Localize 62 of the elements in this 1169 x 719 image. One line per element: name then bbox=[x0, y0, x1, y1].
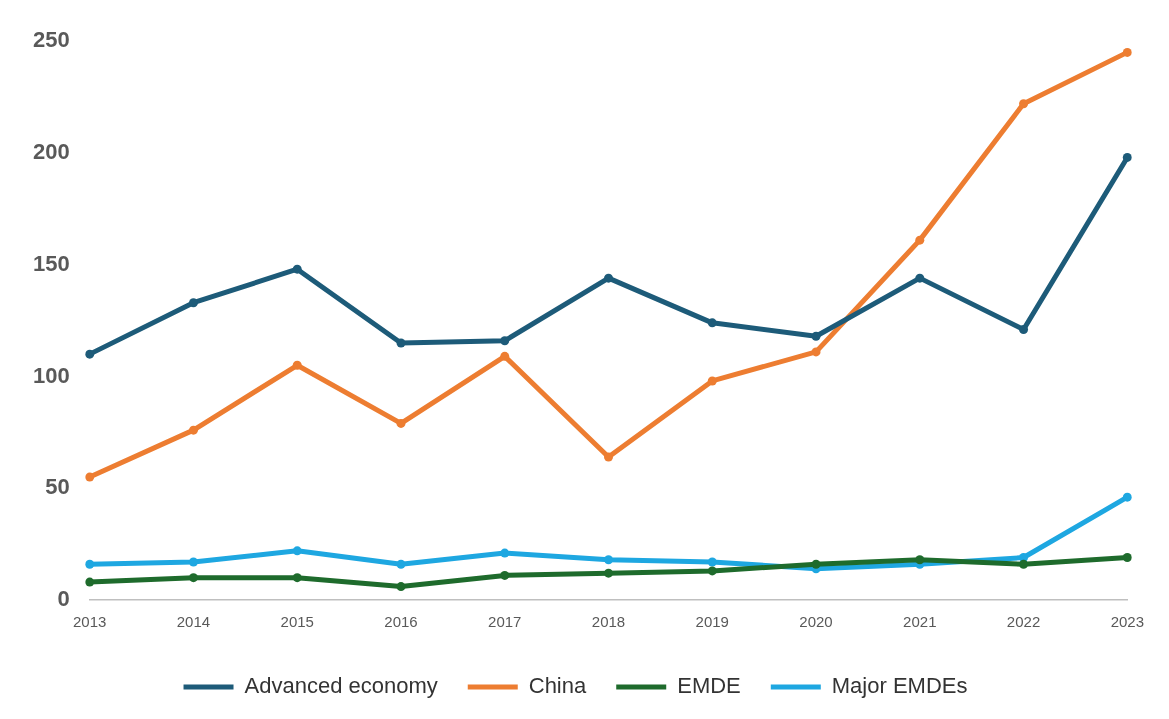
point bbox=[604, 273, 614, 283]
point bbox=[811, 559, 821, 569]
point bbox=[188, 573, 198, 583]
legend-label: China bbox=[528, 673, 587, 699]
point bbox=[188, 557, 198, 567]
point bbox=[604, 568, 614, 578]
x-tick-label: 2016 bbox=[384, 613, 418, 631]
point bbox=[707, 318, 717, 328]
point bbox=[707, 376, 717, 386]
y-tick-label: 200 bbox=[32, 139, 70, 165]
x-tick-label: 2013 bbox=[73, 613, 107, 631]
legend-label: Major EMDEs bbox=[831, 673, 968, 699]
point bbox=[1019, 559, 1029, 569]
y-tick-label: 0 bbox=[57, 586, 70, 612]
point bbox=[1122, 152, 1132, 162]
point bbox=[500, 336, 510, 346]
x-tick-label: 2018 bbox=[591, 613, 626, 631]
point bbox=[188, 298, 198, 308]
y-tick-label: 250 bbox=[32, 27, 70, 53]
point bbox=[292, 546, 302, 556]
point bbox=[811, 347, 821, 357]
point bbox=[396, 338, 406, 348]
point bbox=[396, 418, 406, 428]
point bbox=[707, 557, 717, 567]
point bbox=[915, 273, 925, 283]
x-tick-label: 2015 bbox=[280, 613, 314, 631]
point bbox=[500, 548, 510, 558]
point bbox=[500, 351, 510, 361]
point bbox=[396, 582, 406, 592]
x-tick-label: 2021 bbox=[903, 613, 937, 631]
x-tick-label: 2023 bbox=[1110, 613, 1144, 631]
point bbox=[292, 264, 302, 274]
point bbox=[604, 452, 614, 462]
x-tick-label: 2019 bbox=[695, 613, 729, 631]
point bbox=[292, 360, 302, 370]
point bbox=[85, 472, 95, 482]
point bbox=[604, 555, 614, 565]
point bbox=[1019, 325, 1029, 335]
y-tick-label: 100 bbox=[32, 362, 70, 388]
point bbox=[85, 577, 95, 587]
y-tick-label: 150 bbox=[32, 250, 70, 276]
point bbox=[915, 235, 925, 245]
point bbox=[85, 559, 95, 569]
x-tick-label: 2017 bbox=[488, 613, 522, 631]
point bbox=[85, 349, 95, 359]
point bbox=[1122, 492, 1132, 502]
point bbox=[292, 573, 302, 583]
legend-label: Advanced economy bbox=[244, 673, 438, 699]
point bbox=[1019, 99, 1029, 109]
point bbox=[811, 331, 821, 341]
y-tick-label: 50 bbox=[45, 474, 70, 500]
x-tick-label: 2020 bbox=[799, 613, 833, 631]
legend-label: EMDE bbox=[677, 673, 741, 699]
point bbox=[915, 555, 925, 565]
x-tick-label: 2014 bbox=[176, 613, 211, 631]
point bbox=[707, 566, 717, 576]
point bbox=[500, 570, 510, 580]
point bbox=[1122, 553, 1132, 563]
point bbox=[188, 425, 198, 435]
point bbox=[1122, 47, 1132, 57]
point bbox=[396, 559, 406, 569]
x-tick-label: 2022 bbox=[1006, 613, 1041, 631]
